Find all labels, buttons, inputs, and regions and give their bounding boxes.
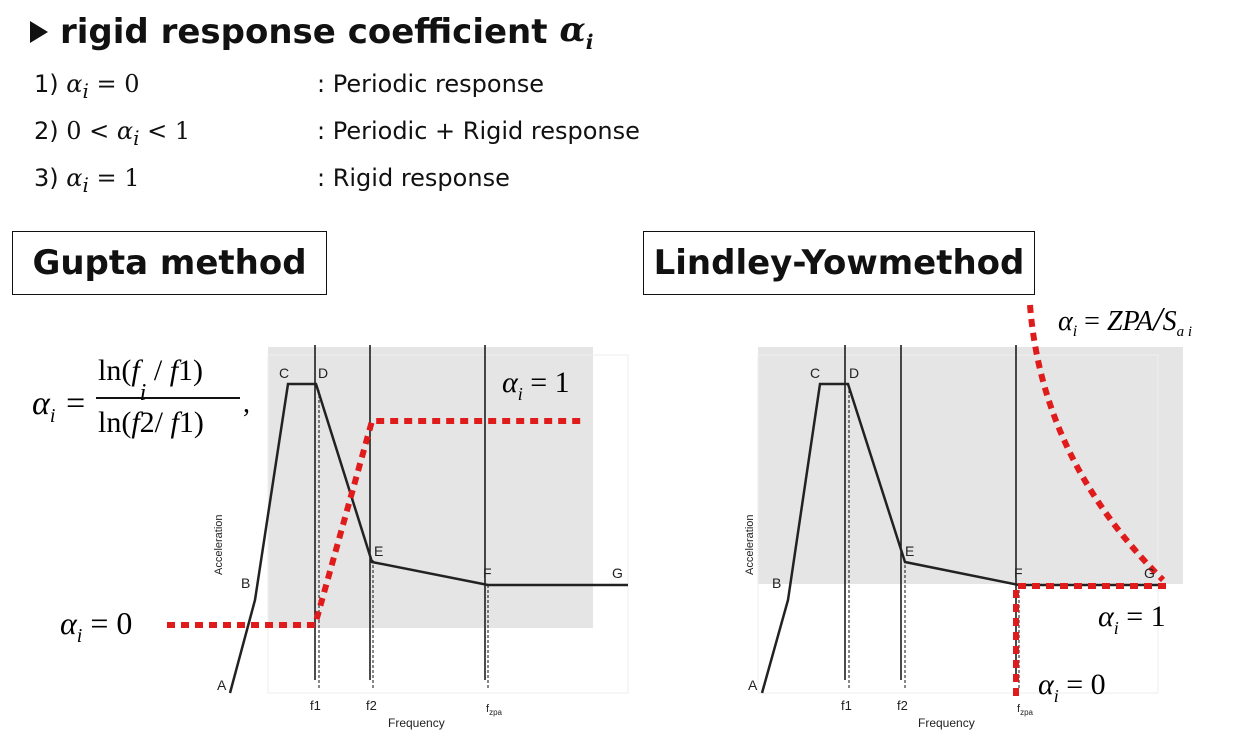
case-1-number: 1) [34,70,59,98]
lindley-point-a: A [748,677,758,693]
lindley-title: Lindley-Yowmethod [653,243,1025,283]
gupta-ylabel: Acceleration [213,514,225,575]
gupta-shade [268,347,593,628]
svg-text:,: , [243,388,250,419]
lindley-title-box: Lindley-Yowmethod [643,231,1035,295]
gupta-point-e: E [374,543,383,559]
case-2-number: 2) [34,117,59,145]
case-3-number: 3) [34,164,59,192]
gupta-point-d: D [318,365,328,381]
lindley-point-d: D [849,365,859,381]
gupta-point-c: C [279,365,289,381]
lindley-point-g: G [1144,565,1155,581]
gupta-xlabel: Frequency [388,716,445,730]
triangle-bullet-icon [30,20,48,43]
gupta-alpha-line [167,418,582,628]
lindley-alpha-line [1013,583,1166,700]
gupta-point-f: F [483,565,492,581]
lindley-alpha-one: αi = 1 [1098,600,1166,638]
case-2-description: : Periodic + Rigid response [317,117,640,145]
lindley-xlabel: Frequency [918,716,975,730]
gupta-title: Gupta method [32,243,307,283]
lindley-ylabel: Acceleration [744,514,756,575]
gupta-formula: αi = ln(fi / f1) ln(f2/ f1) , [32,354,250,439]
gupta-point-b: B [241,575,250,591]
lindley-tick-fzpa: fzpa [1017,703,1034,717]
case-3: 3) αi = 1 : Rigid response [34,164,510,197]
gupta-title-box: Gupta method [12,231,327,295]
lindley-point-e: E [905,543,914,559]
gupta-alpha-one: αi = 1 [502,366,570,404]
gupta-response-curve [228,382,628,694]
lindley-point-f: F [1014,565,1023,581]
lindley-alpha-curve [1027,304,1166,583]
lindley-point-c: C [810,365,820,381]
gupta-point-a: A [217,677,227,693]
lindley-formula: αi = ZPA/Sa i [1058,301,1192,340]
lindley-shade [758,347,1183,584]
case-1: 1) αi = 0 : Periodic response [34,70,545,103]
lindley-tick-f2: f2 [897,698,908,713]
heading: rigid response coefficient αi [30,10,593,54]
heading-text: rigid response coefficient [60,11,548,52]
lindley-alpha-zero: αi = 0 [1038,668,1106,706]
heading-symbol: αi [559,10,594,54]
gupta-tick-f2: f2 [366,698,377,713]
lindley-tick-f1: f1 [841,698,852,713]
gupta-point-g: G [612,565,623,581]
case-3-description: : Rigid response [317,164,510,192]
gupta-tick-f1: f1 [310,698,321,713]
lindley-point-b: B [772,575,781,591]
svg-text:αi =: αi = [32,385,87,427]
case-1-description: : Periodic response [317,70,545,98]
case-2: 2) 0 < αi < 1 : Periodic + Rigid respons… [34,117,640,150]
svg-text:ln(f2/ f1): ln(f2/ f1) [98,406,204,439]
gupta-alpha-zero: αi = 0 [60,605,132,647]
